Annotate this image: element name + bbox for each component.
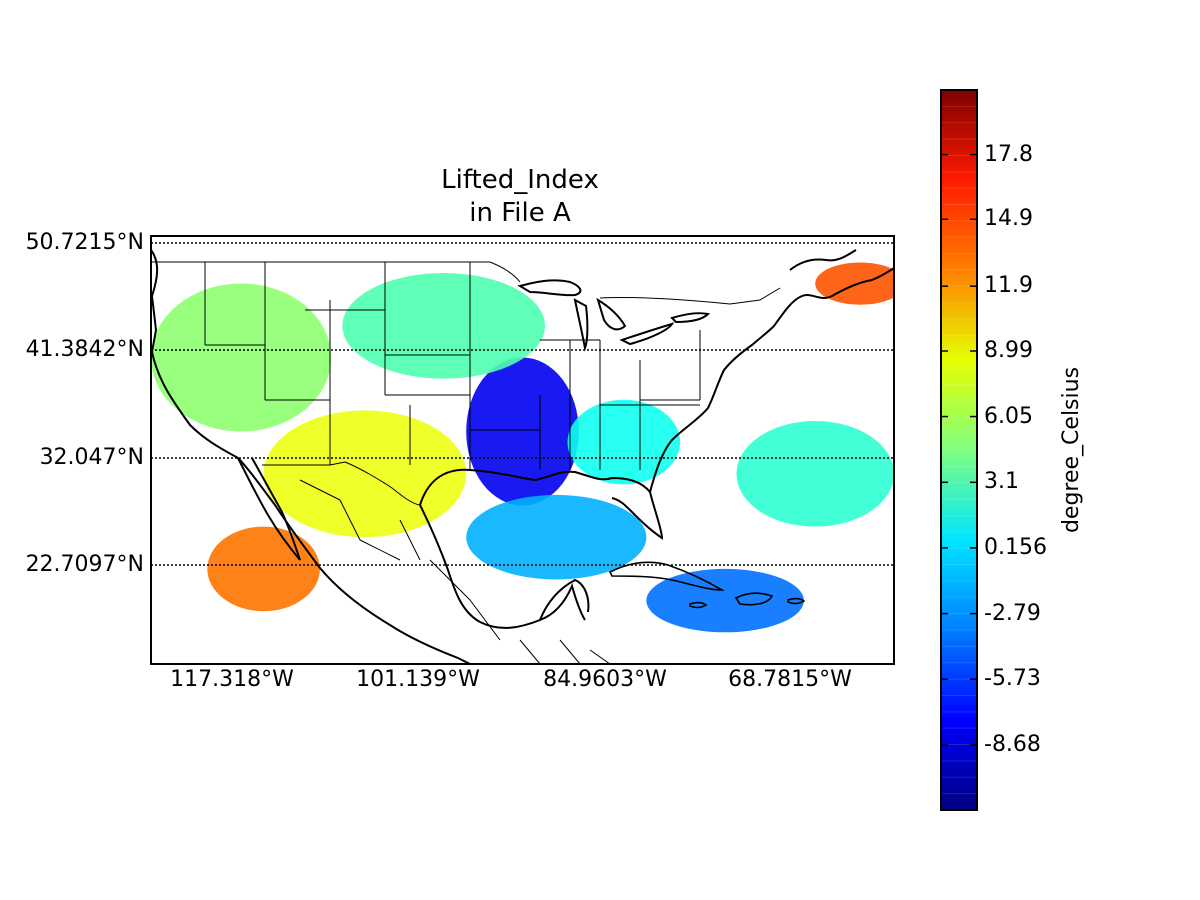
field-region <box>151 283 332 432</box>
lon-label: 68.7815°W <box>728 667 852 692</box>
colorbar-tick-label: 14.9 <box>984 206 1033 232</box>
colorbar-tick-label: -5.73 <box>984 666 1041 692</box>
lake-michigan <box>573 298 589 352</box>
colorbar-tick-label: 3.1 <box>984 469 1019 495</box>
mexico-state-lines <box>299 479 501 641</box>
map-frame <box>150 235 895 665</box>
field-region <box>207 526 320 612</box>
coastlines <box>151 249 894 664</box>
lon-label: 84.9603°W <box>543 667 667 692</box>
lake-erie <box>619 322 675 346</box>
colorbar-tick-label: 6.05 <box>984 403 1033 429</box>
colorbar-band-lines <box>941 105 977 795</box>
lat-label: 50.7215°N <box>25 230 144 255</box>
caribbean-islands <box>608 561 806 609</box>
field-region <box>263 410 467 538</box>
atlantic-coastline <box>649 325 775 493</box>
field-region <box>736 421 894 527</box>
puerto-rico <box>787 597 806 605</box>
baja-california <box>237 457 301 561</box>
colorbar-fill <box>941 90 977 810</box>
lat-label: 32.047°N <box>39 445 144 470</box>
colorbar-tick-label: -8.68 <box>984 731 1041 757</box>
yucatan <box>539 578 590 621</box>
pacific-coastline <box>151 249 471 664</box>
map-title-line1: Lifted_Index <box>441 165 599 195</box>
colorbar-tick-label: 8.99 <box>984 338 1033 364</box>
colorbar-tick-label: 0.156 <box>984 534 1047 560</box>
lat-label: 41.3842°N <box>25 337 144 362</box>
state-lines-central <box>385 262 541 470</box>
us-canada-border <box>151 261 521 283</box>
colorbar-tick-label: 11.9 <box>984 273 1033 299</box>
mexico-gulf-coast <box>419 504 586 629</box>
field-region <box>567 399 681 485</box>
lat-label: 22.7097°N <box>25 552 144 577</box>
map-axes <box>150 235 895 665</box>
political-borders <box>151 261 781 664</box>
lon-label: 101.139°W <box>356 667 480 692</box>
lake-huron <box>596 297 627 331</box>
lon-label: 117.318°W <box>170 667 294 692</box>
lake-superior <box>517 279 582 297</box>
colorbar-frame <box>940 89 978 811</box>
cuba <box>608 561 725 591</box>
great-lakes <box>517 279 711 352</box>
field-region <box>342 273 545 379</box>
colorbar-tick-label: 17.8 <box>984 141 1033 167</box>
colorbar <box>940 89 978 811</box>
gulf-coastline <box>419 468 664 540</box>
lifted-index-field <box>151 249 894 664</box>
jamaica <box>689 601 708 609</box>
colorbar-ticks <box>941 153 977 746</box>
canada-border-east <box>599 287 781 305</box>
field-region <box>466 357 579 506</box>
central-america-lines <box>519 639 611 664</box>
us-mexico-border <box>262 461 421 506</box>
map-title-line2: in File A <box>469 198 571 228</box>
gulf-st-lawrence <box>789 249 857 271</box>
state-lines-west <box>204 262 470 465</box>
field-region <box>466 494 647 580</box>
hispaniola <box>734 592 774 606</box>
colorbar-axis-label: degree_Celsius <box>1059 366 1084 534</box>
new-england-coast <box>773 267 894 327</box>
state-lines-east <box>540 330 701 470</box>
colorbar-tick-label: -2.79 <box>984 600 1041 626</box>
lake-ontario <box>670 312 711 324</box>
field-blobs <box>151 262 894 633</box>
field-region <box>646 568 804 633</box>
